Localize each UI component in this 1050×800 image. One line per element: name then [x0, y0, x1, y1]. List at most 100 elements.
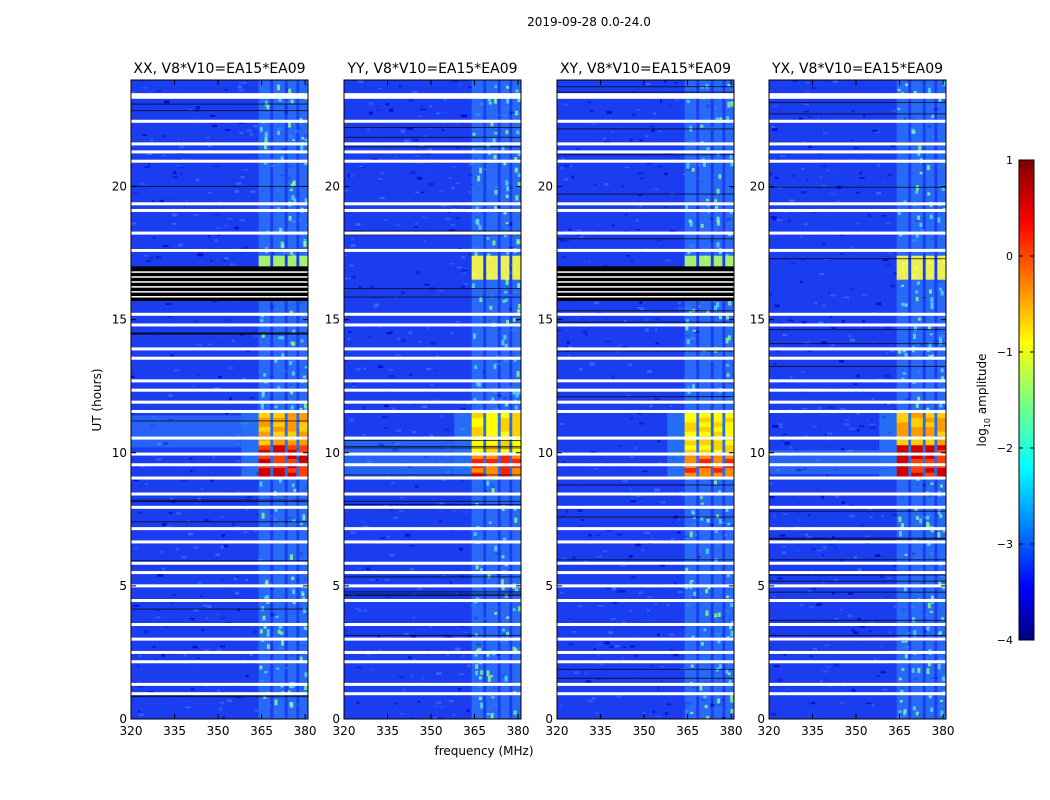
noise-speck — [620, 591, 626, 593]
noise-speck — [146, 259, 152, 263]
noise-speck — [649, 404, 653, 408]
rfi-speck — [911, 668, 915, 673]
noise-speck — [674, 81, 679, 85]
noise-speck — [647, 596, 653, 598]
noise-speck — [722, 655, 725, 658]
noise-speck — [872, 342, 876, 344]
noise-speck — [791, 174, 796, 177]
noise-speck — [938, 335, 944, 339]
rfi-speck — [514, 110, 518, 116]
noise-speck — [665, 88, 671, 91]
noise-speck — [416, 628, 422, 631]
noise-speck — [593, 183, 597, 186]
rfi-speck — [689, 221, 693, 227]
noise-speck — [774, 698, 779, 702]
flagged-row — [344, 660, 521, 664]
noise-speck — [477, 408, 484, 411]
colorbar-gradient — [1018, 159, 1035, 641]
noise-speck — [239, 335, 242, 337]
rfi-speck — [288, 122, 292, 128]
noise-speck — [276, 307, 279, 310]
strong-rfi-cell — [911, 426, 923, 432]
noise-speck — [911, 552, 916, 556]
noise-speck — [898, 155, 901, 157]
rfi-speck — [718, 316, 722, 320]
noise-speck — [857, 127, 862, 129]
noise-speck — [216, 613, 219, 616]
flagged-row — [557, 527, 734, 531]
noise-speck — [491, 484, 494, 488]
noise-speck — [817, 118, 820, 121]
noise-speck — [688, 243, 693, 247]
noise-speck — [792, 80, 798, 82]
noise-speck — [721, 716, 727, 719]
noise-speck — [507, 690, 512, 694]
noise-speck — [466, 709, 470, 713]
strong-rfi-cell — [273, 426, 285, 432]
noise-speck — [152, 236, 156, 239]
noise-speck — [378, 443, 385, 447]
noise-speck — [454, 546, 458, 549]
noise-speck — [621, 185, 625, 187]
rfi-speck — [504, 563, 508, 567]
noise-speck — [142, 87, 148, 89]
strong-rfi-cell — [258, 417, 271, 423]
dark-row — [344, 127, 521, 129]
noise-speck — [470, 604, 477, 607]
flagged-row — [131, 599, 308, 603]
noise-speck — [693, 331, 700, 334]
noise-speck — [217, 689, 221, 692]
noise-speck — [287, 164, 294, 168]
noise-speck — [788, 446, 793, 449]
rfi-speck — [913, 325, 917, 331]
noise-speck — [705, 118, 709, 121]
rfi-speck — [501, 585, 505, 590]
noise-speck — [813, 426, 817, 428]
rfi-speck — [514, 167, 518, 173]
rfi-speck — [478, 647, 482, 652]
rfi-speck — [491, 488, 495, 494]
noise-speck — [167, 315, 173, 318]
flagged-row — [131, 571, 308, 575]
rfi-speck — [897, 107, 901, 111]
noise-speck — [589, 363, 596, 366]
noise-speck — [253, 125, 258, 128]
x-tick-label: 320 — [758, 724, 781, 738]
noise-speck — [505, 715, 511, 718]
rfi-speck — [927, 542, 931, 546]
noise-speck — [565, 639, 569, 642]
noise-speck — [704, 228, 710, 231]
rfi-speck — [494, 545, 498, 552]
noise-speck — [159, 551, 164, 553]
noise-speck — [138, 681, 141, 683]
noise-speck — [674, 705, 680, 708]
noise-speck — [919, 582, 924, 585]
rfi-speck — [942, 81, 946, 87]
noise-speck — [237, 85, 243, 89]
noise-speck — [914, 219, 920, 223]
noise-speck — [397, 337, 400, 341]
noise-speck — [885, 326, 891, 329]
strong-rfi-cell — [299, 431, 308, 437]
noise-speck — [238, 89, 244, 92]
noise-speck — [900, 281, 903, 285]
rfi-speck — [726, 364, 730, 367]
noise-speck — [235, 182, 242, 185]
noise-speck — [348, 331, 352, 333]
noise-speck — [306, 551, 308, 555]
noise-speck — [705, 681, 709, 684]
noise-speck — [906, 631, 911, 634]
flagged-row — [769, 463, 946, 467]
noise-speck — [896, 609, 899, 612]
noise-speck — [826, 386, 831, 389]
noise-speck — [196, 123, 203, 126]
noise-speck — [467, 253, 474, 256]
flagged-row — [344, 248, 521, 252]
noise-speck — [811, 548, 816, 551]
rfi-speck — [505, 279, 509, 285]
noise-speck — [655, 636, 659, 638]
noise-speck — [944, 100, 946, 103]
noise-speck — [919, 330, 924, 332]
noise-speck — [718, 529, 721, 532]
strong-rfi-cell — [471, 440, 484, 446]
